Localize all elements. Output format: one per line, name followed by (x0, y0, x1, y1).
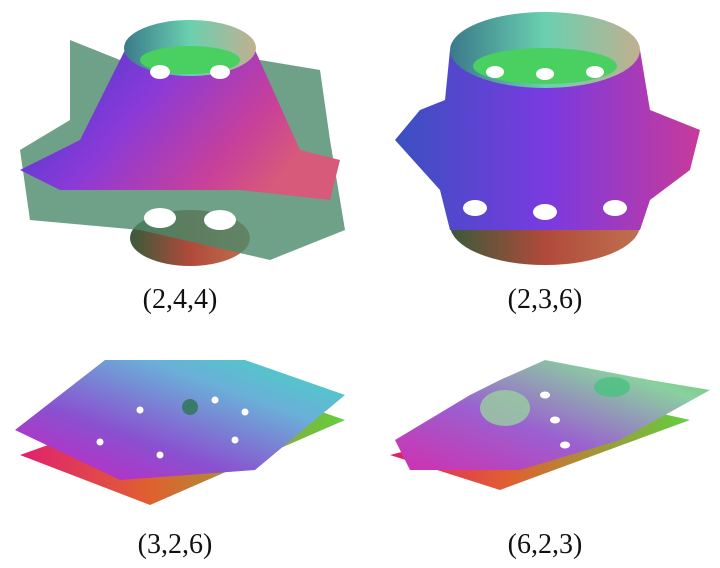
caption: (3,2,6) (138, 529, 213, 560)
surface (480, 390, 530, 426)
surface (20, 50, 340, 200)
caption: (6,2,3) (508, 529, 583, 560)
hole (144, 208, 176, 228)
hole (96, 438, 104, 446)
hole (540, 391, 550, 399)
hole (603, 200, 627, 216)
caption: (2,4,4) (143, 284, 218, 315)
hole (156, 451, 164, 459)
hole (136, 406, 144, 414)
hole (150, 65, 170, 79)
hole (560, 441, 570, 449)
surface (15, 360, 345, 480)
surface (473, 48, 617, 84)
hole (486, 66, 504, 78)
hole (210, 65, 230, 79)
caption: (2,3,6) (508, 284, 583, 315)
hole (463, 200, 487, 216)
hole (550, 416, 560, 424)
render-panel: (2,3,6) (395, 12, 700, 315)
hole (231, 436, 239, 444)
hole (204, 210, 236, 230)
surface (594, 377, 630, 397)
surface (182, 399, 198, 415)
hole (536, 68, 554, 80)
render-panel: (2,4,4) (20, 20, 345, 315)
hole (533, 204, 557, 220)
surface (395, 360, 710, 470)
hole (241, 408, 249, 416)
hole (586, 66, 604, 78)
render-panel: (3,2,6) (15, 360, 345, 560)
surface (395, 50, 700, 230)
hole (211, 396, 219, 404)
render-panel: (6,2,3) (390, 360, 710, 560)
